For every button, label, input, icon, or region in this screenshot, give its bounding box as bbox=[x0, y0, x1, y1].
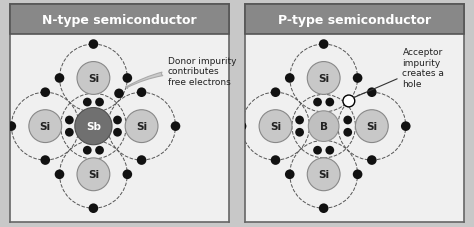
Circle shape bbox=[65, 128, 74, 137]
Circle shape bbox=[319, 203, 328, 213]
Circle shape bbox=[40, 88, 50, 98]
Circle shape bbox=[29, 110, 62, 143]
Text: Sb: Sb bbox=[86, 122, 101, 132]
Circle shape bbox=[295, 116, 304, 125]
Circle shape bbox=[65, 116, 74, 125]
Circle shape bbox=[343, 128, 352, 137]
Bar bbox=[245, 5, 464, 35]
Circle shape bbox=[356, 110, 388, 143]
Circle shape bbox=[367, 155, 377, 165]
Circle shape bbox=[55, 170, 64, 179]
Text: P-type semiconductor: P-type semiconductor bbox=[278, 14, 431, 27]
Circle shape bbox=[113, 116, 122, 125]
Text: B: B bbox=[319, 122, 328, 132]
Circle shape bbox=[307, 158, 340, 191]
Circle shape bbox=[83, 146, 91, 155]
Circle shape bbox=[343, 96, 355, 107]
Text: Si: Si bbox=[318, 74, 329, 84]
Circle shape bbox=[113, 128, 122, 137]
Circle shape bbox=[77, 62, 110, 95]
Text: Si: Si bbox=[40, 122, 51, 132]
Circle shape bbox=[353, 74, 363, 84]
Circle shape bbox=[285, 170, 294, 179]
Circle shape bbox=[237, 122, 246, 131]
Text: Donor impurity
contributes
free electrons: Donor impurity contributes free electron… bbox=[126, 57, 237, 89]
Circle shape bbox=[75, 108, 112, 145]
Circle shape bbox=[313, 98, 322, 107]
Circle shape bbox=[137, 88, 146, 98]
Circle shape bbox=[343, 116, 352, 125]
Circle shape bbox=[171, 122, 180, 131]
Circle shape bbox=[125, 110, 158, 143]
Circle shape bbox=[77, 158, 110, 191]
Circle shape bbox=[123, 74, 132, 84]
Circle shape bbox=[83, 98, 91, 107]
Circle shape bbox=[401, 122, 410, 131]
Circle shape bbox=[259, 110, 292, 143]
Circle shape bbox=[114, 89, 124, 99]
Circle shape bbox=[326, 98, 334, 107]
Circle shape bbox=[295, 128, 304, 137]
Text: Si: Si bbox=[318, 170, 329, 180]
Circle shape bbox=[89, 40, 98, 50]
Text: Acceptor
impurity
creates a
hole: Acceptor impurity creates a hole bbox=[354, 48, 444, 98]
Circle shape bbox=[89, 203, 98, 213]
Circle shape bbox=[95, 146, 104, 155]
Circle shape bbox=[271, 88, 280, 98]
Text: Si: Si bbox=[136, 122, 147, 132]
Circle shape bbox=[271, 155, 280, 165]
Text: N-type semiconductor: N-type semiconductor bbox=[42, 14, 197, 27]
Circle shape bbox=[307, 62, 340, 95]
Circle shape bbox=[137, 155, 146, 165]
Circle shape bbox=[353, 170, 363, 179]
Circle shape bbox=[367, 88, 377, 98]
Circle shape bbox=[7, 122, 16, 131]
Circle shape bbox=[40, 155, 50, 165]
Text: Si: Si bbox=[88, 74, 99, 84]
Text: Si: Si bbox=[88, 170, 99, 180]
Circle shape bbox=[123, 170, 132, 179]
Circle shape bbox=[313, 146, 322, 155]
Circle shape bbox=[55, 74, 64, 84]
Bar bbox=[10, 5, 229, 35]
Text: Si: Si bbox=[366, 122, 377, 132]
Text: Si: Si bbox=[270, 122, 281, 132]
Circle shape bbox=[95, 98, 104, 107]
Circle shape bbox=[326, 146, 334, 155]
Circle shape bbox=[285, 74, 294, 84]
Circle shape bbox=[309, 111, 339, 142]
Circle shape bbox=[319, 40, 328, 50]
